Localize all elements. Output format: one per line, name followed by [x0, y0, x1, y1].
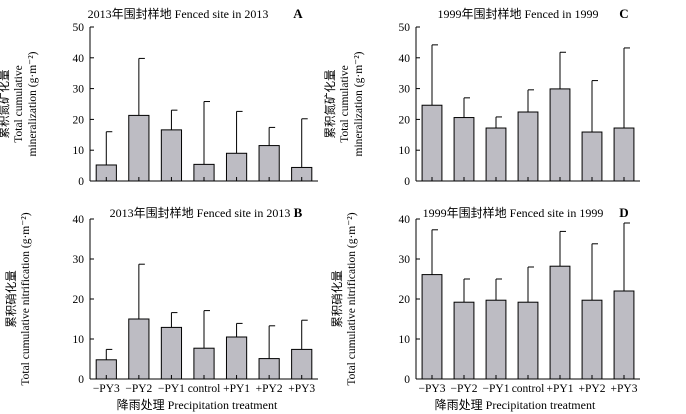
- panel-c: 0 10 20 30 40 50 1999年围封样地 Fenced in 1999 C 累积氮矿…: [323, 6, 640, 188]
- panel-b-category-label: +PY3: [288, 383, 315, 395]
- panel-d-bar: [421, 274, 443, 380]
- panel-a-y-tick-label: 20: [73, 114, 85, 126]
- panel-d-bar: [453, 301, 475, 380]
- panel-d-bar: [549, 265, 571, 380]
- panel-b-y-axis-label: Total cumulative nitrification (g·m⁻²): [20, 212, 32, 385]
- panel-a-bar: [128, 114, 150, 182]
- panel-c-y-axis-label: 累积氮矿化量: [323, 70, 337, 139]
- panel-d-letter: D: [619, 205, 628, 220]
- panel-b-y-tick-label: 30: [73, 254, 85, 266]
- panel-c-y-tick-label: 50: [399, 22, 411, 34]
- panel-b-y-axis-label: 累积硝化量: [4, 270, 18, 328]
- panel-b-category-label: +PY1: [223, 383, 250, 395]
- panel-c-title: 1999年围封样地 Fenced in 1999: [438, 6, 599, 21]
- panel-d-y-axis-label: Total cumulative nitrification (g·m⁻²): [346, 212, 358, 385]
- panel-a-y-axis-label: Total cumulative: [13, 65, 25, 142]
- panel-a-letter: A: [293, 6, 303, 21]
- panel-d-y-tick-label: 40: [399, 214, 411, 226]
- panel-c-y-tick-label: 0: [404, 176, 410, 188]
- panel-b-y-tick-label: 20: [73, 294, 85, 306]
- panel-c-y-axis-label: mineralization (g·m⁻²): [353, 51, 365, 156]
- panel-b-category-label: −PY1: [158, 383, 185, 395]
- panel-b-y-tick-label: 0: [78, 374, 84, 386]
- panel-c-y-tick-label: 40: [399, 53, 411, 65]
- panel-a-y-tick-label: 10: [73, 145, 85, 157]
- panel-c-bar: [549, 88, 571, 182]
- panel-b-category-label: −PY3: [93, 383, 120, 395]
- panel-a-y-tick-label: 50: [73, 22, 85, 34]
- panel-b-y-tick-label: 10: [73, 334, 85, 346]
- panel-c-bar: [421, 104, 443, 182]
- panel-c-bar: [517, 111, 539, 182]
- panel-c-bar: [453, 117, 475, 182]
- panel-b-y-tick-label: 40: [73, 214, 85, 226]
- panel-c-bar: [613, 127, 635, 182]
- panel-b-bar: [225, 336, 248, 380]
- panel-a-bar: [160, 129, 183, 182]
- panel-a-bar: [258, 145, 280, 182]
- panel-b-bar: [291, 348, 313, 380]
- panel-a-y-axis-label: mineralization (g·m⁻²): [27, 51, 39, 156]
- panel-b-category-label: −PY2: [125, 383, 152, 395]
- panel-d-category-label: −PY1: [483, 383, 510, 395]
- panel-a-y-axis-label: 累积氮矿化量: [0, 70, 11, 139]
- panel-d-y-tick-label: 10: [399, 334, 411, 346]
- panel-d-bar: [517, 301, 539, 380]
- panel-d-title: 1999年围封样地 Fenced site in 1999: [423, 205, 604, 220]
- panel-a-title: 2013年围封样地 Fenced site in 2013: [88, 6, 269, 21]
- panel-d-category-label: +PY2: [579, 383, 606, 395]
- panel-d-category-label: −PY2: [451, 383, 478, 395]
- panel-c-y-tick-label: 30: [399, 84, 411, 96]
- panel-c-y-axis-label: Total cumulative: [339, 65, 351, 142]
- panel-d-bar: [613, 290, 635, 380]
- panel-c-bar: [485, 127, 507, 182]
- panel-b-category-label: +PY2: [256, 383, 283, 395]
- panel-d-y-tick-label: 20: [399, 294, 411, 306]
- panel-a-bar: [225, 152, 248, 182]
- panel-d-y-tick-label: 30: [399, 254, 411, 266]
- panel-c-letter: C: [619, 6, 628, 21]
- panel-b-bar: [128, 318, 150, 380]
- panel-d-category-label: +PY1: [547, 383, 574, 395]
- panel-d-y-axis-label: 累积硝化量: [330, 270, 344, 328]
- x-axis-label-left: 降雨处理 Precipitation treatment: [117, 398, 278, 412]
- panel-b: 0 10 20 30 40 −PY3 −PY2 −PY1 control +PY1 +PY2 +PY3…: [4, 205, 318, 395]
- panel-d-y-tick-label: 0: [404, 374, 410, 386]
- panel-c-y-tick-label: 10: [399, 145, 411, 157]
- panel-c-y-tick-label: 20: [399, 114, 411, 126]
- x-axis-label-right: 降雨处理 Precipitation treatment: [435, 398, 596, 412]
- panel-d-category-label: control: [512, 383, 545, 395]
- panel-b-bar: [193, 347, 215, 380]
- panel-a-y-tick-label: 40: [73, 53, 85, 65]
- panel-d: 0 10 20 30 40 −PY3 −PY2 −PY1 control +PY1 +PY2 +PY3…: [330, 205, 640, 395]
- panel-a-y-tick-label: 0: [78, 176, 84, 188]
- panel-b-category-label: control: [188, 383, 221, 395]
- panel-d-bar: [485, 299, 507, 380]
- panel-c-bar: [581, 131, 603, 182]
- panel-d-category-label: +PY3: [611, 383, 638, 395]
- panel-b-bar: [160, 326, 183, 380]
- panel-d-category-label: −PY3: [419, 383, 446, 395]
- panel-b-title: 2013年围封样地 Fenced site in 2013: [110, 205, 291, 220]
- panel-b-letter: B: [294, 205, 303, 220]
- panel-a-y-tick-label: 30: [73, 84, 85, 96]
- panel-d-bar: [581, 299, 603, 380]
